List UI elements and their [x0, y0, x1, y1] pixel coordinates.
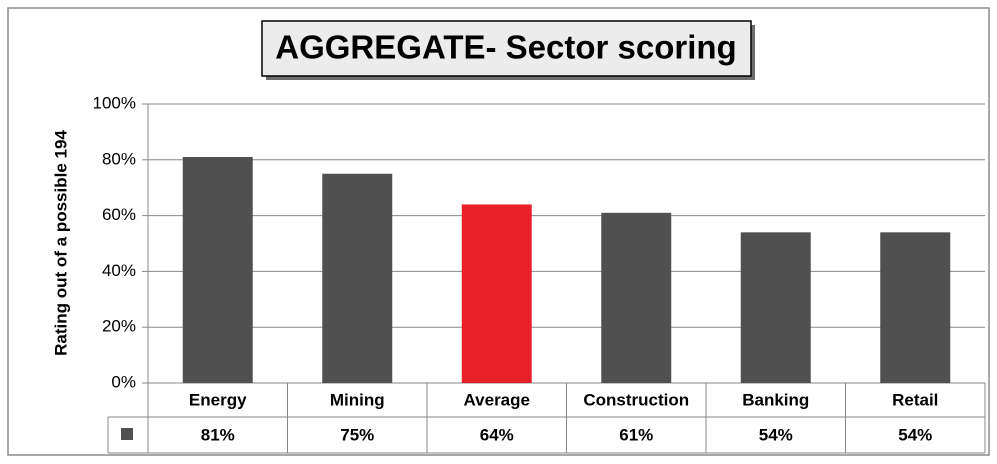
legend-key: [121, 428, 133, 440]
bar: [182, 157, 253, 383]
data-label: 64%: [480, 425, 514, 444]
bar: [740, 232, 811, 383]
y-axis-label: Rating out of a possible 194: [51, 130, 70, 356]
data-label: 54%: [759, 425, 793, 444]
y-tick-label: 100%: [93, 93, 136, 112]
y-tick-label: 40%: [102, 261, 136, 280]
bar: [461, 204, 532, 383]
title-box: [261, 20, 752, 77]
x-tick-label: Banking: [742, 390, 809, 409]
data-label: 54%: [898, 425, 932, 444]
x-tick-label: Energy: [189, 390, 247, 409]
data-label: 75%: [340, 425, 374, 444]
bar: [601, 212, 672, 383]
x-tick-label: Mining: [330, 390, 385, 409]
y-tick-label: 60%: [102, 205, 136, 224]
data-label: 81%: [201, 425, 235, 444]
x-tick-label: Construction: [583, 390, 689, 409]
chart-title: AGGREGATE- Sector scoring: [275, 29, 736, 66]
y-tick-label: 20%: [102, 317, 136, 336]
bar: [322, 173, 393, 383]
data-label: 61%: [619, 425, 653, 444]
bar: [880, 232, 951, 383]
y-tick-label: 80%: [102, 149, 136, 168]
y-tick-label: 0%: [111, 372, 136, 391]
x-tick-label: Average: [464, 390, 530, 409]
x-tick-label: Retail: [892, 390, 938, 409]
